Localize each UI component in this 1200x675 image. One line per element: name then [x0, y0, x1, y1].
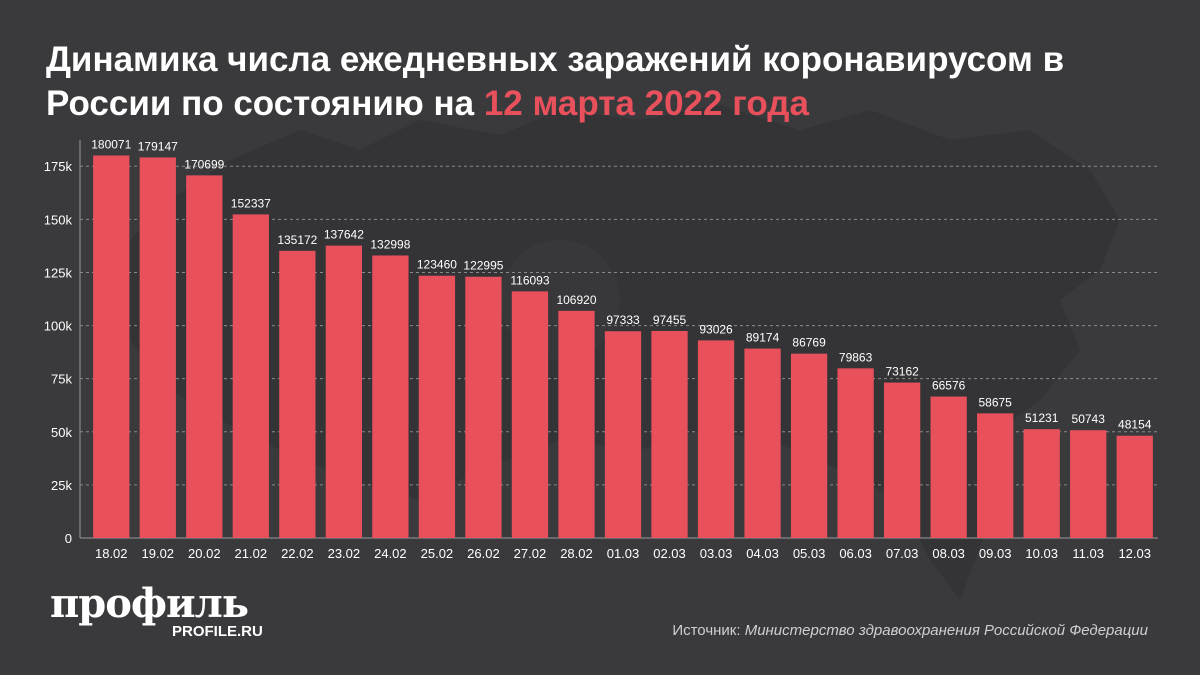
y-tick-label: 125k	[44, 265, 73, 280]
y-tick-label: 0	[65, 531, 72, 546]
x-tick-label: 22.02	[281, 546, 314, 561]
data-label: 79863	[839, 350, 873, 364]
data-label: 58675	[978, 395, 1012, 409]
x-tick-label: 26.02	[467, 546, 500, 561]
x-axis-ticks: 18.02 19.02 20.02 21.02 22.02 23.02 24.02 25.02…	[95, 546, 1151, 561]
bar	[697, 340, 735, 538]
x-tick-label: 02.03	[653, 546, 686, 561]
x-tick-label: 24.02	[374, 546, 407, 561]
bar	[465, 276, 502, 538]
y-tick-label: 175k	[44, 159, 73, 174]
data-label: 93026	[699, 322, 733, 336]
x-tick-label: 03.03	[700, 546, 733, 561]
x-tick-label: 05.03	[793, 546, 826, 561]
bar	[930, 396, 967, 538]
x-tick-label: 12.03	[1118, 546, 1151, 561]
x-tick-label: 25.02	[421, 546, 454, 561]
data-label: 50743	[1072, 412, 1106, 426]
data-label: 89174	[746, 331, 780, 345]
y-axis-ticks: 0 25k 50k 75k 100k 125k 150k 175k	[44, 159, 73, 546]
bars	[93, 155, 1153, 539]
bar	[93, 155, 130, 538]
source-text: Министерство здравоохранения Российской …	[744, 622, 1148, 639]
x-tick-label: 08.03	[932, 546, 965, 561]
y-tick-label: 25k	[51, 478, 72, 493]
source-note: Источник: Министерство здравоохранения Р…	[672, 622, 1148, 640]
x-tick-label: 23.02	[328, 546, 361, 561]
data-label: 135172	[277, 233, 317, 247]
bar	[883, 382, 921, 538]
data-label: 97455	[653, 313, 687, 327]
x-tick-label: 20.02	[188, 546, 221, 561]
x-tick-label: 11.03	[1072, 546, 1104, 561]
bar	[418, 275, 456, 538]
data-label: 51231	[1025, 411, 1059, 425]
x-tick-label: 04.03	[746, 546, 779, 561]
page-title: Динамика числа ежедневных заражений коро…	[46, 38, 1166, 126]
bar	[977, 413, 1014, 538]
data-label: 86769	[792, 336, 826, 350]
source-label: Источник:	[672, 622, 741, 639]
data-label: 66576	[932, 379, 966, 393]
bar	[186, 175, 223, 539]
data-label: 97333	[606, 313, 640, 327]
data-label: 106920	[556, 293, 596, 307]
title-accent: 12 марта 2022 года	[483, 84, 809, 123]
x-tick-label: 18.02	[95, 546, 128, 561]
title-main: Динамика числа ежедневных заражений коро…	[46, 40, 1065, 123]
bar	[837, 368, 874, 538]
data-label: 116093	[510, 273, 549, 287]
y-tick-label: 150k	[44, 212, 73, 227]
bar	[232, 214, 269, 538]
x-tick-label: 27.02	[514, 546, 547, 561]
bar	[511, 291, 549, 538]
data-label: 170699	[184, 157, 224, 171]
bar	[1023, 429, 1060, 538]
data-label: 180071	[91, 137, 131, 151]
bar	[790, 353, 828, 538]
y-tick-label: 50k	[51, 425, 72, 440]
y-tick-label: 100k	[44, 319, 73, 334]
data-label: 48154	[1118, 418, 1152, 432]
y-tick-label: 75k	[51, 372, 72, 387]
x-tick-label: 01.03	[607, 546, 640, 561]
x-tick-label: 10.03	[1025, 546, 1058, 561]
bar	[325, 245, 363, 538]
x-tick-label: 07.03	[886, 546, 919, 561]
data-label: 152337	[231, 196, 271, 210]
data-label: 122995	[463, 259, 503, 273]
bar	[372, 255, 409, 538]
data-label: 137642	[324, 228, 364, 242]
data-label: 123460	[417, 258, 457, 272]
x-tick-label: 06.03	[839, 546, 872, 561]
x-tick-label: 21.02	[235, 546, 268, 561]
bar	[1116, 435, 1153, 538]
bar	[651, 330, 688, 538]
x-tick-label: 28.02	[560, 546, 593, 561]
data-label: 132998	[370, 237, 410, 251]
bar	[558, 310, 595, 538]
x-tick-label: 09.03	[979, 546, 1012, 561]
bar	[139, 157, 176, 539]
data-label: 179147	[138, 139, 178, 153]
bar	[279, 250, 316, 538]
bar	[1070, 430, 1107, 538]
bar	[604, 331, 642, 538]
x-tick-label: 19.02	[142, 546, 175, 561]
profile-logo: профиль	[50, 580, 249, 627]
bar	[744, 348, 781, 538]
data-label: 73162	[885, 365, 919, 379]
data-labels: 180071 179147 170699 152337 135172 137642 1329…	[91, 137, 1152, 431]
profile-logo-sub: PROFILE.RU	[172, 623, 263, 640]
